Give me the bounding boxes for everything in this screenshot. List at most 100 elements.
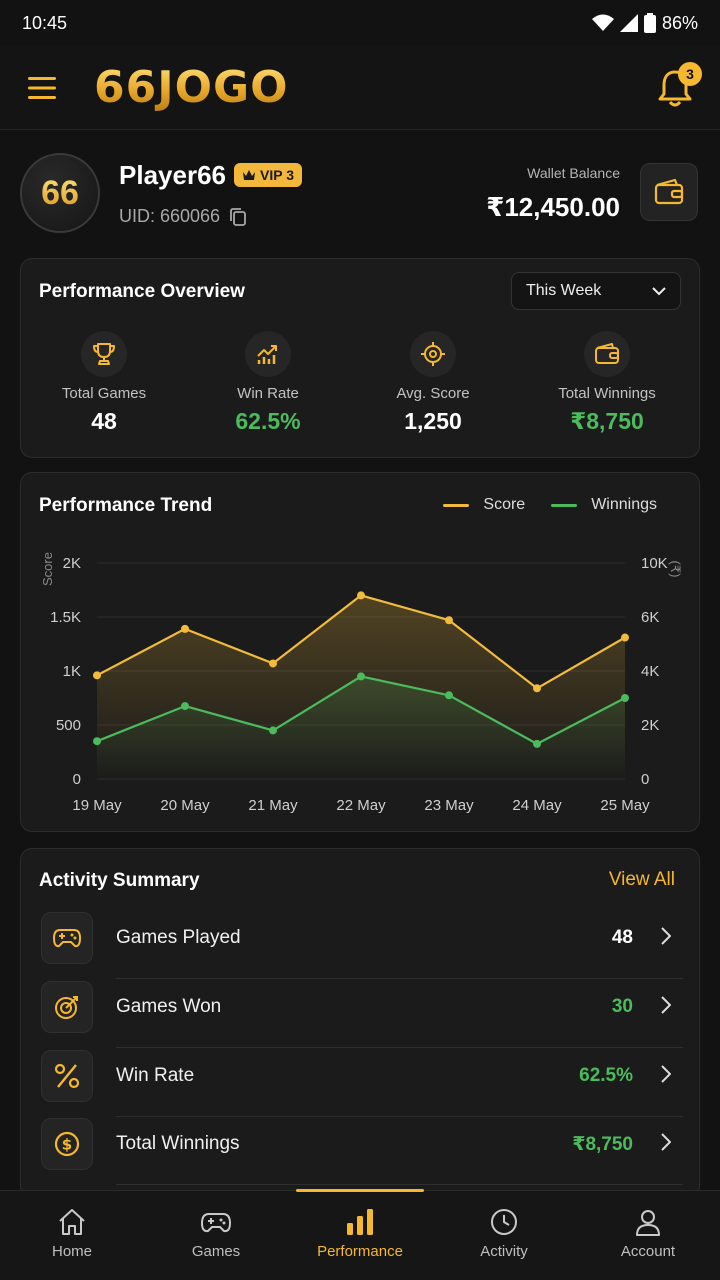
menu-icon[interactable] <box>28 76 56 99</box>
data-point-score <box>93 671 101 680</box>
data-point-score <box>181 624 189 633</box>
target-icon <box>410 331 456 377</box>
activity-row-games-won[interactable]: Games Won 30 <box>41 976 683 1048</box>
stat-label: Win Rate <box>237 385 299 402</box>
user-icon <box>636 1210 660 1236</box>
app-logo[interactable]: 66JOGO <box>94 62 289 113</box>
svg-text:$: $ <box>62 1136 72 1154</box>
nav-label: Activity <box>480 1243 528 1260</box>
profile-section: 66 Player66 VIP 3 UID: 660066 Wallet Bal… <box>20 150 700 240</box>
performance-overview-card: Performance Overview This Week Total Gam… <box>20 258 700 458</box>
wallet-button[interactable] <box>640 163 698 221</box>
chevron-right-icon <box>661 1133 671 1151</box>
data-point-winnings <box>269 726 277 735</box>
bottom-nav: Home Games Performance Activity Account <box>0 1189 720 1280</box>
stat-total-winnings: Total Winnings ₹8,750 <box>532 331 682 435</box>
data-point-winnings <box>93 737 101 746</box>
x-tick-label: 19 May <box>72 797 122 814</box>
battery-level: 86% <box>661 12 698 33</box>
nav-label: Account <box>620 1243 676 1260</box>
nav-performance[interactable]: Performance <box>288 1189 432 1280</box>
y-left-tick-label: 1.5K <box>50 609 81 626</box>
wallet-icon <box>584 331 630 377</box>
avatar[interactable]: 66 <box>20 153 100 233</box>
series-area-winnings <box>97 676 625 779</box>
stat-win-rate: Win Rate 62.5% <box>193 331 343 435</box>
status-bar: 10:45 86% <box>0 0 720 46</box>
active-indicator <box>296 1189 424 1192</box>
wallet-label: Wallet Balance <box>527 165 620 181</box>
chevron-down-icon <box>652 286 666 295</box>
trend-title: Performance Trend <box>39 495 213 516</box>
stat-total-games: Total Games 48 <box>29 331 179 435</box>
y-right-tick-label: 4K <box>641 663 659 680</box>
legend-winnings[interactable]: Winnings <box>551 496 657 514</box>
trophy-icon <box>81 331 127 377</box>
x-tick-label: 21 May <box>248 797 298 814</box>
performance-trend-card: 0 0 500 2K 1K 4K 1.5K 6K 2K 10K Score (₹) 19 May 20 M… <box>20 472 700 832</box>
overview-title: Performance Overview <box>39 281 245 302</box>
activity-row-total-winnings[interactable]: $ Total Winnings ₹8,750 <box>41 1113 683 1185</box>
activity-label: Win Rate <box>116 1065 195 1086</box>
data-point-winnings <box>621 694 629 702</box>
stat-value: 1,250 <box>404 408 462 434</box>
x-tick-label: 24 May <box>512 797 562 814</box>
y-right-tick-label: 6K <box>641 609 659 626</box>
data-point-winnings <box>445 691 453 700</box>
vip-level: VIP 3 <box>260 167 294 183</box>
period-value: This Week <box>526 282 602 299</box>
chevron-right-icon <box>661 927 671 945</box>
chart-legend: Score Winnings <box>443 496 657 514</box>
copy-icon[interactable] <box>230 207 246 226</box>
chevron-right-icon <box>661 996 671 1014</box>
view-all-link[interactable]: View All <box>608 869 675 890</box>
stat-label: Total Winnings <box>558 385 656 402</box>
nav-games[interactable]: Games <box>144 1191 288 1280</box>
activity-row-games-played[interactable]: Games Played 48 <box>41 907 683 979</box>
stat-value: 62.5% <box>235 408 301 434</box>
gamepad-icon <box>201 1213 231 1233</box>
uid-text: UID: 660066 <box>119 206 221 226</box>
nav-label: Performance <box>317 1243 403 1260</box>
battery-icon <box>643 13 656 33</box>
y-left-axis-title: Score <box>40 552 55 586</box>
y-right-tick-label: 2K <box>641 717 659 734</box>
legend-score[interactable]: Score <box>443 496 525 514</box>
activity-value: 30 <box>611 996 633 1017</box>
clock-icon <box>491 1209 517 1235</box>
notification-badge: 3 <box>678 62 702 86</box>
x-tick-label: 22 May <box>336 797 386 814</box>
wifi-icon <box>591 14 614 31</box>
crown-icon <box>243 170 255 180</box>
nav-activity[interactable]: Activity <box>432 1191 576 1280</box>
player-uid: UID: 660066 <box>119 206 246 227</box>
stat-value: ₹8,750 <box>570 408 644 434</box>
y-right-tick-label: 10K <box>641 555 668 572</box>
bar-chart-icon <box>347 1209 373 1235</box>
percent-icon <box>41 1050 93 1102</box>
period-dropdown[interactable]: This Week <box>511 272 681 310</box>
activity-summary-card: Activity Summary View All Games Played 4… <box>20 848 700 1198</box>
player-name: Player66 <box>119 160 226 190</box>
data-point-score <box>445 616 453 625</box>
data-point-score <box>269 659 277 668</box>
activity-label: Games Played <box>116 927 241 948</box>
wallet-balance: ₹12,450.00 <box>486 192 620 222</box>
stat-label: Avg. Score <box>396 385 470 402</box>
status-time: 10:45 <box>22 12 68 33</box>
activity-row-win-rate[interactable]: Win Rate 62.5% <box>41 1045 683 1117</box>
divider <box>116 1116 683 1117</box>
wallet-icon <box>654 179 684 205</box>
legend-winnings-swatch <box>551 503 578 507</box>
nav-home[interactable]: Home <box>0 1191 144 1280</box>
y-left-tick-label: 1K <box>63 663 81 680</box>
legend-score-label: Score <box>483 496 526 513</box>
home-icon <box>59 1209 85 1235</box>
stat-avg-score: Avg. Score 1,250 <box>358 331 508 435</box>
nav-account[interactable]: Account <box>576 1191 720 1280</box>
chart-up-icon <box>245 331 291 377</box>
nav-label: Home <box>51 1243 92 1260</box>
activity-title: Activity Summary <box>39 870 200 891</box>
notification-button[interactable]: 3 <box>658 62 702 108</box>
trend-chart: 0 0 500 2K 1K 4K 1.5K 6K 2K 10K Score (₹) 19 May 20 M… <box>40 552 683 814</box>
